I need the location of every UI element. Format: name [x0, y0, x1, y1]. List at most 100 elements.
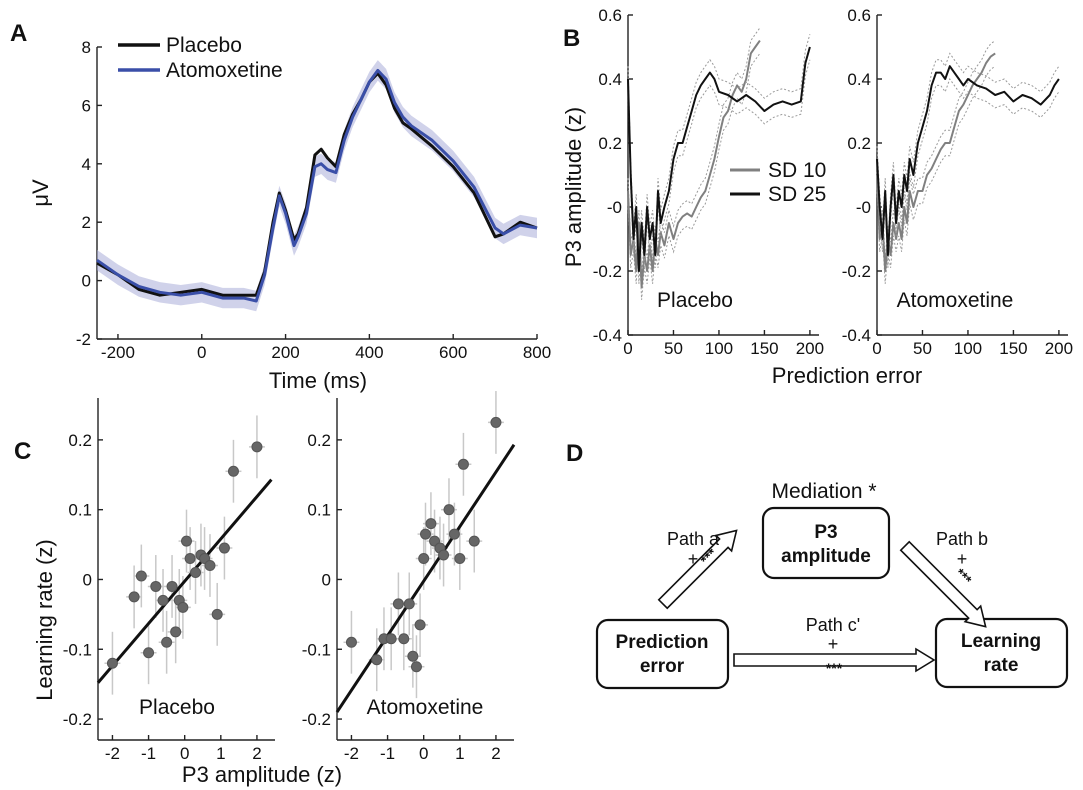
path-a-sign: +: [688, 549, 699, 569]
x-tick-label: 0: [623, 339, 632, 358]
y-tick-label: 0.4: [598, 70, 622, 89]
sd10-line: [876, 52, 996, 272]
y-tick-label: -0.2: [63, 710, 92, 729]
panel-a-lines: [96, 68, 538, 303]
y-tick-label: -0: [856, 198, 871, 217]
x-tick-label: 0: [872, 339, 881, 358]
data-point: [143, 647, 155, 659]
y-tick-label: 0.2: [68, 431, 92, 450]
panel-c-atomoxetine-plot: -2 -1 0 1 2 -0.2 -0.1 0 0.1 0.2: [302, 391, 516, 763]
data-point: [443, 504, 455, 516]
y-tick-label: -0.1: [302, 640, 331, 659]
confidence-bound-line: [627, 59, 811, 284]
legend-placebo: Placebo: [166, 34, 242, 57]
x-tick-label: 800: [523, 343, 551, 362]
x-tick-label: 150: [750, 339, 778, 358]
data-point: [161, 636, 173, 648]
lr-box-line1: Learning: [961, 631, 1041, 652]
path-b-label: Path b: [936, 529, 988, 549]
legend-sd10: SD 10: [768, 159, 826, 182]
p3-amplitude-box: [761, 506, 891, 580]
path-a-arrow: [657, 529, 738, 610]
legend-atomoxetine: Atomoxetine: [166, 59, 283, 82]
data-point: [468, 535, 480, 547]
x-tick-label: 150: [999, 339, 1027, 358]
data-point: [457, 458, 469, 470]
path-c-stars: ***: [826, 660, 843, 676]
data-point: [106, 657, 118, 669]
placebo-line: [96, 71, 538, 297]
data-point: [385, 633, 397, 645]
panel-b-legend: SD 10 SD 25: [730, 159, 826, 206]
y-tick-label: 4: [82, 155, 91, 174]
panel-a-axes: -200 0 200 400 600 800 -2 0 2 4 6 8: [76, 38, 551, 362]
data-point: [425, 518, 437, 530]
data-point: [345, 636, 357, 648]
data-point: [251, 441, 263, 453]
data-point: [157, 594, 169, 606]
pe-box-line2: error: [640, 656, 685, 677]
panel-c-label: C: [14, 438, 31, 465]
path-b-sign: +: [957, 549, 968, 569]
y-tick-label: -0.2: [842, 262, 871, 281]
data-point: [438, 549, 450, 561]
p3-box-line2: amplitude: [781, 546, 871, 567]
panel-b-atomoxetine-title: Atomoxetine: [897, 289, 1014, 312]
learning-rate-box: [934, 617, 1069, 689]
y-tick-label: 0: [82, 272, 91, 291]
panel-b-placebo-plot: 0 50 100 150 200 -0.4 -0.2 -0 0.2 0.4 0.6: [593, 6, 824, 358]
y-tick-label: 0.1: [307, 501, 331, 520]
panel-c-atomoxetine-title: Atomoxetine: [367, 696, 484, 719]
y-tick-label: 0.6: [847, 6, 871, 25]
y-tick-label: -0.4: [593, 326, 622, 345]
data-point: [448, 528, 460, 540]
regression-line: [335, 443, 516, 713]
x-tick-label: 0: [419, 744, 428, 763]
sd25-line: [627, 46, 811, 272]
path-b-arrow: [899, 540, 987, 628]
x-tick-label: 200: [271, 343, 299, 362]
y-tick-label: 6: [82, 96, 91, 115]
x-tick-label: 1: [455, 744, 464, 763]
mediation-label: Mediation *: [771, 480, 876, 503]
panel-a-ylabel: μV: [28, 179, 53, 207]
data-point: [420, 528, 431, 540]
data-point: [177, 601, 189, 613]
x-tick-label: 2: [491, 744, 500, 763]
data-point: [181, 535, 192, 547]
y-tick-label: -0.1: [63, 640, 92, 659]
x-tick-label: 2: [252, 744, 261, 763]
data-point: [166, 580, 178, 592]
panel-b-placebo-title: Placebo: [657, 289, 733, 312]
y-tick-label: -0.4: [842, 326, 871, 345]
x-tick-label: -200: [101, 343, 135, 362]
x-tick-label: 0: [197, 343, 206, 362]
data-point: [414, 619, 426, 631]
panel-b-xlabel: Prediction error: [772, 363, 922, 388]
x-tick-label: -1: [380, 744, 395, 763]
sd10-line: [627, 40, 761, 288]
panel-c-xlabel: P3 amplitude (z): [182, 762, 342, 787]
x-tick-label: -2: [105, 744, 120, 763]
data-point: [392, 598, 404, 610]
panel-a-xlabel: Time (ms): [269, 368, 367, 393]
confidence-bound-line: [627, 34, 811, 259]
confidence-bound-line: [627, 53, 761, 300]
data-point: [135, 570, 147, 582]
atomoxetine-line: [96, 68, 538, 303]
data-point: [190, 566, 202, 578]
y-tick-label: -0: [607, 198, 622, 217]
x-tick-label: 50: [913, 339, 932, 358]
y-tick-label: 2: [82, 213, 91, 232]
x-tick-label: 600: [439, 343, 467, 362]
data-point: [184, 553, 196, 565]
path-c-label: Path c': [806, 615, 860, 635]
x-tick-label: 100: [954, 339, 982, 358]
data-point: [170, 626, 182, 638]
y-tick-label: 0.6: [598, 6, 622, 25]
y-tick-label: 0.2: [847, 134, 871, 153]
data-point: [211, 608, 223, 620]
data-point: [454, 553, 466, 565]
